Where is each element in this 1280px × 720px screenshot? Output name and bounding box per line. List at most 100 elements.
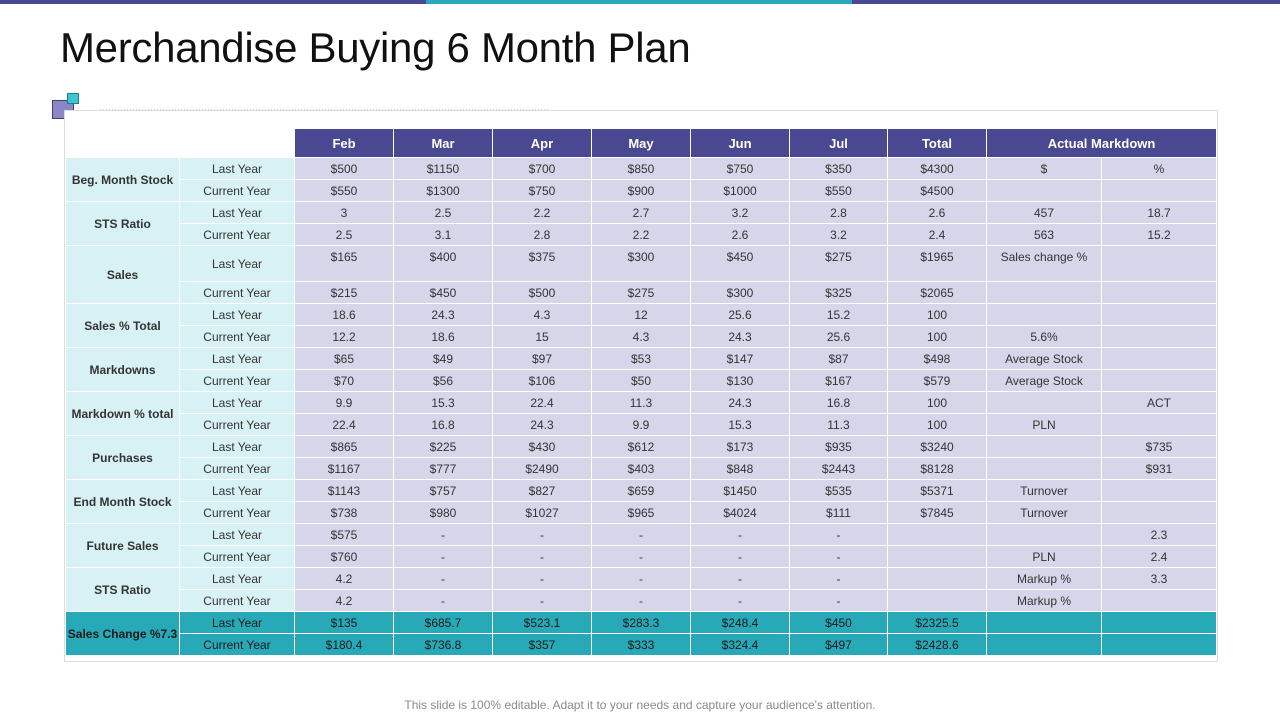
table-cell: 12.2 xyxy=(294,325,394,348)
table-cell: $535 xyxy=(789,479,888,502)
table-cell: $324.4 xyxy=(690,633,790,656)
table-row: Markdowns Last Year $65 $49 $97 $53 $147 $87 $49… xyxy=(65,347,1217,392)
year-label: Current Year xyxy=(179,413,295,436)
year-label: Last Year xyxy=(179,611,295,634)
table-row: STS Ratio Last Year 4.2- - - - - Markup % 3.3 xyxy=(65,567,1217,612)
table-cell: 16.8 xyxy=(789,391,888,414)
table-cell: - xyxy=(789,589,888,612)
row-group-label: End Month Stock xyxy=(65,479,180,524)
table-cell xyxy=(887,545,987,568)
table-row: STS Ratio Last Year 3 2.5 2.2 2.7 3.2 2.8 2.6 457… xyxy=(65,201,1217,246)
table-cell: $579 xyxy=(887,369,987,392)
table-cell: $965 xyxy=(591,501,691,524)
table-cell: $827 xyxy=(492,479,592,502)
table-cell: 4.3 xyxy=(492,303,592,326)
year-label: Last Year xyxy=(179,391,295,414)
table-cell: $4024 xyxy=(690,501,790,524)
table-cell: $173 xyxy=(690,435,790,458)
table-cell: $4300 xyxy=(887,157,987,180)
table-cell: $450 xyxy=(393,281,493,304)
table-row: Current Year $760- - - - - PLN 2.4 xyxy=(66,545,1217,568)
table-cell: $49 xyxy=(393,347,493,370)
table-cell: 25.6 xyxy=(690,303,790,326)
table-cell: $750 xyxy=(690,157,790,180)
table-cell: $2325.5 xyxy=(887,611,987,634)
table-cell: $111 xyxy=(789,501,888,524)
table-cell: $777 xyxy=(393,457,493,480)
table-cell: Average Stock xyxy=(986,369,1102,392)
table-cell: $1300 xyxy=(393,179,493,202)
table-cell: 2.6 xyxy=(690,223,790,246)
year-label: Current Year xyxy=(179,325,295,348)
table-cell xyxy=(1101,413,1217,436)
table-cell: - xyxy=(591,589,691,612)
table-cell: PLN xyxy=(986,545,1102,568)
table-row: Current Year 2.5 3.1 2.8 2.2 2.6 3.2 2.4 563 15.2 xyxy=(66,223,1217,246)
row-group-label: Sales Change %7.3 xyxy=(65,611,180,656)
table-cell xyxy=(986,281,1102,304)
table-cell: 11.3 xyxy=(591,391,691,414)
table-cell: $7845 xyxy=(887,501,987,524)
table-cell: 2.2 xyxy=(591,223,691,246)
year-label: Current Year xyxy=(179,589,295,612)
table-cell: - xyxy=(393,545,493,568)
table-cell: 3 xyxy=(294,201,394,224)
table-cell: $1150 xyxy=(393,157,493,180)
table-cell: $130 xyxy=(690,369,790,392)
table-cell: $50 xyxy=(591,369,691,392)
table-cell: $735 xyxy=(1101,435,1217,458)
table-row: Beg. Month Stock Last Year $500 $1150 $700 $8… xyxy=(65,157,1217,202)
table-cell xyxy=(986,457,1102,480)
table-cell: - xyxy=(393,589,493,612)
table-cell: 2.5 xyxy=(294,223,394,246)
table-cell: 2.4 xyxy=(1101,545,1217,568)
table-cell: 25.6 xyxy=(789,325,888,348)
table-cell: $865 xyxy=(294,435,394,458)
table-cell: 3.1 xyxy=(393,223,493,246)
table-cell: - xyxy=(393,567,493,590)
table-cell: $935 xyxy=(789,435,888,458)
table-cell: 9.9 xyxy=(591,413,691,436)
table-cell: $53 xyxy=(591,347,691,370)
table-cell: $147 xyxy=(690,347,790,370)
table-cell xyxy=(1101,633,1217,656)
table-cell: - xyxy=(591,567,691,590)
table-cell: 15.2 xyxy=(789,303,888,326)
accent-segment xyxy=(852,0,1280,4)
table-cell: $283.3 xyxy=(591,611,691,634)
table-cell: $275 xyxy=(789,245,888,282)
table-cell: $165 xyxy=(294,245,394,282)
table-cell: $931 xyxy=(1101,457,1217,480)
table-cell: Sales change % xyxy=(986,245,1102,282)
table-cell: 100 xyxy=(887,303,987,326)
header-row: Feb Mar Apr May Jun Jul Total Actual Mar… xyxy=(65,128,1217,158)
table-cell: 4.2 xyxy=(294,589,394,612)
year-label: Last Year xyxy=(179,567,295,590)
table-cell xyxy=(1101,369,1217,392)
year-label: Last Year xyxy=(179,303,295,326)
accent-segment xyxy=(0,0,426,4)
year-label: Last Year xyxy=(179,523,295,546)
table-cell: 15 xyxy=(492,325,592,348)
year-label: Current Year xyxy=(179,501,295,524)
table-cell: 2.5 xyxy=(393,201,493,224)
table-cell: $2428.6 xyxy=(887,633,987,656)
table-cell xyxy=(986,391,1102,414)
table-cell: $430 xyxy=(492,435,592,458)
table-cell: 3.2 xyxy=(690,201,790,224)
table-cell: Turnover xyxy=(986,479,1102,502)
table-cell: 11.3 xyxy=(789,413,888,436)
table-cell: 5.6% xyxy=(986,325,1102,348)
row-group-label: Future Sales xyxy=(65,523,180,568)
table-cell: 563 xyxy=(986,223,1102,246)
table-cell xyxy=(1101,245,1217,282)
row-group-label: Sales xyxy=(65,245,180,304)
table-cell: 2.6 xyxy=(887,201,987,224)
table-cell: 15.2 xyxy=(1101,223,1217,246)
accent-segment xyxy=(426,0,852,4)
year-label: Last Year xyxy=(179,479,295,502)
table-cell xyxy=(986,435,1102,458)
table-cell: 2.3 xyxy=(1101,523,1217,546)
table-cell xyxy=(887,589,987,612)
table-cell: - xyxy=(789,545,888,568)
